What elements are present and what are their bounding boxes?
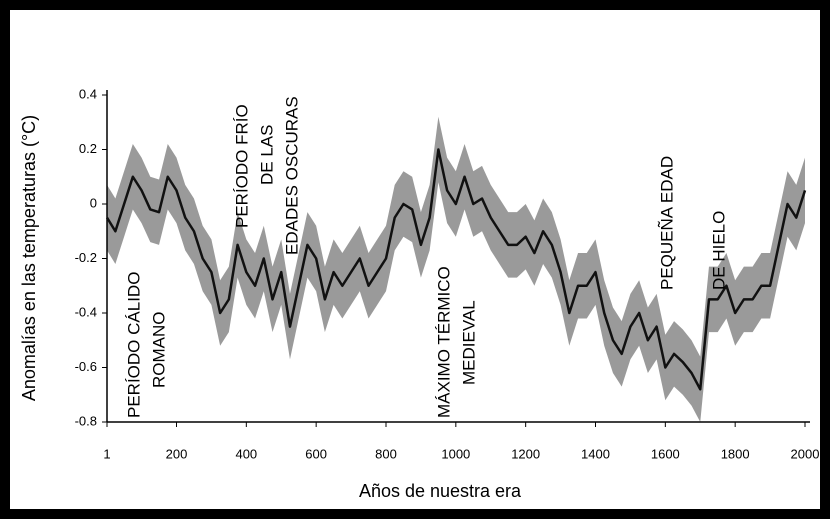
- annotation: MÁXIMO TÉRMICO: [434, 266, 453, 418]
- annotation: PERÍODO CÁLIDO: [124, 272, 143, 418]
- x-tick-label: 1: [103, 446, 110, 461]
- y-tick-label: 0.2: [79, 141, 97, 156]
- x-tick-label: 2000: [791, 446, 820, 461]
- annotation: DE LAS: [257, 125, 276, 185]
- annotation: PERÍODO FRÍO: [232, 104, 251, 228]
- x-axis-title: Años de nuestra era: [359, 481, 522, 501]
- annotation: PEQUEÑA EDAD: [657, 156, 676, 290]
- y-axis-title: Anomalías en las temperaturas (°C): [19, 115, 39, 401]
- x-tick-label: 1600: [651, 446, 680, 461]
- x-tick-label: 600: [305, 446, 327, 461]
- x-tick-label: 1800: [721, 446, 750, 461]
- y-tick-label: -0.6: [75, 359, 97, 374]
- y-tick-label: -0.8: [75, 413, 97, 428]
- annotation: MEDIEVAL: [459, 300, 478, 385]
- x-tick-label: 800: [375, 446, 397, 461]
- x-tick-label: 200: [166, 446, 188, 461]
- x-tick-label: 1200: [511, 446, 540, 461]
- y-tick-label: -0.4: [75, 304, 97, 319]
- chart-background: [10, 10, 820, 509]
- uncertainty-band: [107, 116, 805, 423]
- mean-line: [105, 148, 807, 391]
- annotation: ROMANO: [149, 312, 168, 389]
- x-tick-label: 400: [235, 446, 257, 461]
- annotation: EDADES OSCURAS: [282, 96, 301, 255]
- annotation: DE HIELO: [709, 211, 728, 290]
- y-tick-label: 0.4: [79, 86, 97, 101]
- x-tick-label: 1400: [581, 446, 610, 461]
- x-tick-label: 1000: [441, 446, 470, 461]
- y-tick-label: 0: [90, 195, 97, 210]
- y-tick-label: -0.2: [75, 250, 97, 265]
